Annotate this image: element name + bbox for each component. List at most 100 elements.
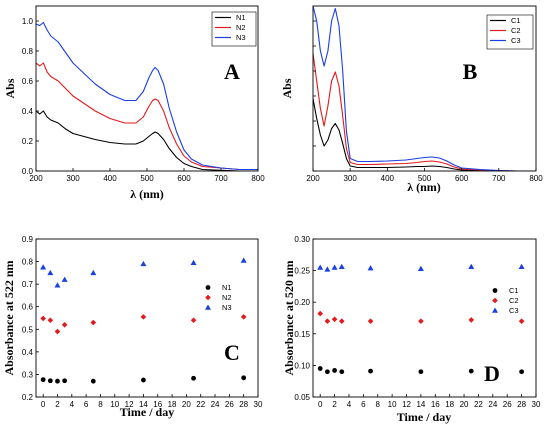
y-axis-label: Abs	[3, 78, 17, 98]
panel-letter: D	[484, 361, 500, 386]
x-tick-label: 20	[460, 400, 469, 409]
x-tick-label: 600	[455, 174, 469, 183]
data-point-C3-0	[317, 264, 324, 270]
x-tick-label: 26	[503, 400, 512, 409]
y-tick-label: 0.15	[294, 330, 310, 339]
x-tick-label: 300	[66, 174, 80, 183]
y-tick-label: 0.4	[22, 348, 34, 357]
x-tick-label: 300	[343, 174, 357, 183]
x-tick-label: 6	[361, 400, 366, 409]
x-tick-label: 22	[196, 400, 205, 409]
data-point-N1-2	[55, 378, 60, 384]
data-point-C2-7	[518, 318, 525, 324]
x-axis-label: λ (nm)	[130, 187, 164, 201]
legend-label-C3: C3	[509, 306, 519, 315]
y-tick-label: 1.0	[22, 17, 34, 26]
x-tick-label: 16	[431, 400, 440, 409]
y-tick-label: 0.10	[294, 361, 310, 370]
data-point-N1-7	[241, 375, 247, 381]
legend-label-C2: C2	[511, 26, 521, 35]
legend-label-N3: N3	[222, 303, 232, 312]
data-point-C2-4	[367, 318, 374, 324]
data-point-C2-0	[317, 310, 323, 317]
data-point-N2-5	[140, 314, 147, 320]
x-tick-label: 200	[306, 174, 320, 183]
x-tick-label: 500	[418, 174, 432, 183]
legend-marker-C3	[492, 307, 498, 313]
data-point-C1-5	[418, 369, 424, 375]
legend-label-N2: N2	[222, 293, 232, 302]
data-point-N1-1	[47, 378, 53, 384]
x-tick-label: 12	[402, 400, 411, 409]
x-tick-label: 12	[125, 400, 134, 409]
x-tick-label: 800	[251, 174, 265, 183]
data-point-N2-1	[47, 317, 54, 324]
data-point-C1-0	[317, 366, 323, 371]
data-point-N3-5	[140, 260, 147, 267]
data-point-N2-2	[54, 328, 61, 335]
plot-area	[313, 6, 536, 171]
data-point-N2-7	[240, 314, 247, 320]
x-tick-label: 800	[529, 174, 543, 183]
legend-marker-N1	[205, 285, 211, 290]
series-line-N3	[36, 21, 258, 171]
series-line-C2	[313, 53, 536, 171]
y-axis-label: Absorbance at 520 nm	[282, 260, 296, 375]
data-point-N3-0	[40, 264, 47, 270]
x-tick-label: 0	[318, 400, 323, 409]
x-axis-label: Time / day	[120, 405, 174, 419]
data-point-N1-5	[141, 377, 146, 383]
legend-marker-N2	[205, 294, 211, 301]
x-tick-label: 4	[347, 400, 352, 409]
x-tick-label: 8	[376, 400, 381, 409]
data-point-C2-6	[468, 317, 475, 323]
data-point-N3-1	[47, 269, 54, 276]
data-point-N1-6	[191, 375, 196, 381]
plot-area	[36, 21, 258, 171]
x-tick-label: 28	[517, 400, 526, 409]
data-point-N3-4	[90, 269, 97, 276]
data-point-C1-4	[368, 368, 373, 374]
series-line-N1	[36, 110, 258, 171]
legend-marker-C2	[492, 297, 498, 304]
y-tick-label: 0.3	[22, 370, 34, 379]
data-point-N2-6	[190, 317, 197, 324]
legend-label-C1: C1	[509, 286, 519, 295]
legend-label-N1: N1	[236, 13, 246, 22]
data-point-N1-3	[62, 378, 68, 384]
y-tick-label: 0.05	[294, 393, 310, 402]
x-tick-label: 16	[153, 400, 162, 409]
y-tick-label: 0.2	[22, 137, 34, 146]
x-axis-label: Time / day	[397, 410, 451, 424]
series-line-C3	[313, 6, 536, 171]
x-tick-label: 14	[139, 400, 148, 409]
x-tick-label: 700	[214, 174, 228, 183]
y-tick-label: 0.7	[22, 280, 34, 289]
y-tick-label: 0.20	[294, 298, 310, 307]
x-tick-label: 18	[445, 400, 454, 409]
data-point-N3-2	[54, 282, 61, 288]
series-line-N2	[36, 62, 258, 171]
chart-panel-C: 0 2 4 6 8 10 12 14 16 18 20 22 24 26 28 300.20.30.40.50…	[2, 235, 263, 419]
data-point-N1-0	[40, 377, 46, 383]
plot-area	[40, 257, 247, 384]
y-tick-label: 0.2	[22, 393, 34, 402]
data-point-C3-2	[331, 264, 338, 270]
data-point-N2-3	[61, 321, 68, 328]
data-point-N2-4	[90, 319, 97, 326]
data-point-C2-3	[338, 318, 345, 324]
y-tick-label: 0.4	[22, 107, 34, 116]
panel-letter: A	[224, 59, 240, 84]
data-point-N2-0	[40, 315, 46, 322]
x-tick-label: 500	[140, 174, 154, 183]
plot-frame	[35, 238, 259, 398]
y-tick-label: 0.6	[22, 303, 34, 312]
x-tick-label: 20	[182, 400, 191, 409]
x-tick-label: 8	[98, 400, 103, 409]
x-tick-label: 6	[84, 400, 89, 409]
x-tick-label: 24	[488, 400, 497, 409]
panel-letter: B	[463, 59, 478, 84]
